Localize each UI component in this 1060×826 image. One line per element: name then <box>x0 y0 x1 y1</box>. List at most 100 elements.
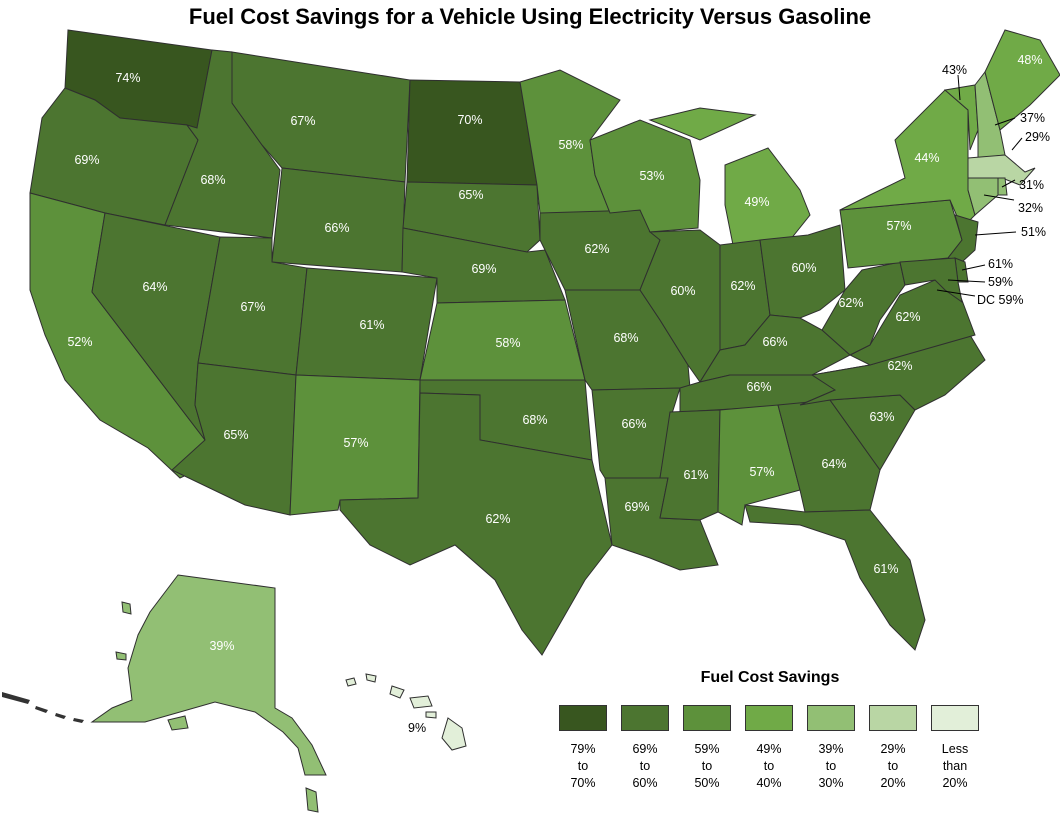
legend-range-line: to <box>639 759 651 773</box>
legend-swatch <box>869 705 917 731</box>
label-nv: 64% <box>142 280 167 294</box>
label-nh: 37% <box>1020 111 1045 125</box>
state-wi[interactable] <box>589 119 701 233</box>
legend-range-label: 29% to 20% <box>863 741 923 792</box>
legend-swatch <box>683 705 731 731</box>
map-title: Fuel Cost Savings for a Vehicle Using El… <box>188 4 872 29</box>
label-nd: 70% <box>457 113 482 127</box>
label-wy: 66% <box>324 221 349 235</box>
label-md: 59% <box>988 275 1013 289</box>
label-fl: 61% <box>873 562 898 576</box>
legend-range-line: 20% <box>880 776 906 790</box>
legend-range-line: 39% <box>818 742 844 756</box>
state-wy[interactable] <box>271 167 406 273</box>
label-ak: 39% <box>209 639 234 653</box>
leader-line <box>994 117 1016 126</box>
label-mn: 58% <box>558 138 583 152</box>
legend-range-line: to <box>577 759 589 773</box>
label-nj: 51% <box>1021 225 1046 239</box>
alaska-island <box>305 787 319 813</box>
legend-range-label: Less than 20% <box>925 741 985 792</box>
legend-range-line: 29% <box>880 742 906 756</box>
label-pa: 57% <box>886 219 911 233</box>
legend-range-line: Less <box>941 742 969 756</box>
label-al: 57% <box>749 465 774 479</box>
state-ct[interactable] <box>967 177 999 216</box>
state-nd[interactable] <box>406 79 538 186</box>
label-de: 61% <box>988 257 1013 271</box>
leader-line <box>961 264 986 271</box>
legend-swatch <box>745 705 793 731</box>
alaska-island <box>115 651 127 661</box>
label-ne: 69% <box>471 262 496 276</box>
label-ri: 31% <box>1019 178 1044 192</box>
label-ny: 44% <box>914 151 939 165</box>
label-id: 68% <box>200 173 225 187</box>
legend-title: Fuel Cost Savings <box>700 669 840 686</box>
label-oh: 60% <box>791 261 816 275</box>
hawaii-island <box>425 711 437 719</box>
state-hi[interactable] <box>441 717 467 751</box>
state-mi[interactable] <box>648 107 811 246</box>
leader-line <box>957 74 961 101</box>
legend-range-line: 30% <box>818 776 844 790</box>
state-pa[interactable] <box>839 199 963 269</box>
legend-swatch <box>559 705 607 731</box>
label-mo: 68% <box>613 331 638 345</box>
label-sd: 65% <box>458 188 483 202</box>
state-vt[interactable] <box>943 84 979 151</box>
leader-line <box>1011 137 1023 151</box>
label-la: 69% <box>624 500 649 514</box>
label-wa: 74% <box>115 71 140 85</box>
label-hi: 9% <box>408 721 426 735</box>
hawaii-island <box>389 685 405 699</box>
legend-range-line: 40% <box>756 776 782 790</box>
label-mi: 49% <box>744 195 769 209</box>
label-ok: 68% <box>522 413 547 427</box>
leader-line <box>983 194 1015 201</box>
legend-range-line: to <box>763 759 775 773</box>
legend-range-label: 49% to 40% <box>739 741 799 792</box>
leader-line <box>947 279 986 283</box>
alaska-island <box>167 715 189 731</box>
legend-range-line: 49% <box>756 742 782 756</box>
label-tn: 66% <box>746 380 771 394</box>
leader-line <box>974 231 1017 236</box>
state-ms[interactable] <box>659 409 721 521</box>
label-in: 62% <box>730 279 755 293</box>
legend-range-line: to <box>887 759 899 773</box>
legend-range-line: to <box>701 759 713 773</box>
label-tx: 62% <box>485 512 510 526</box>
legend-range-line: 59% <box>694 742 720 756</box>
label-vt: 43% <box>942 63 967 77</box>
legend-range-line: 69% <box>632 742 658 756</box>
legend-range-line: 70% <box>570 776 596 790</box>
label-ia: 62% <box>584 242 609 256</box>
alaska-chain <box>2 692 84 723</box>
state-ak[interactable] <box>90 574 327 776</box>
label-co: 61% <box>359 318 384 332</box>
label-az: 65% <box>223 428 248 442</box>
label-nm: 57% <box>343 436 368 450</box>
label-nc: 62% <box>887 359 912 373</box>
legend-swatch <box>931 705 979 731</box>
state-il[interactable] <box>639 229 721 383</box>
label-ar: 66% <box>621 417 646 431</box>
label-wv: 62% <box>838 296 863 310</box>
legend-range-line: than <box>942 759 968 773</box>
label-va: 62% <box>895 310 920 324</box>
legend-range-label: 69% to 60% <box>615 741 675 792</box>
leader-line <box>936 289 976 297</box>
label-il: 60% <box>670 284 695 298</box>
label-ut: 67% <box>240 300 265 314</box>
legend-swatch <box>621 705 669 731</box>
state-fl[interactable] <box>744 504 926 651</box>
legend-range-line: 50% <box>694 776 720 790</box>
legend-range-line: to <box>825 759 837 773</box>
state-tx[interactable] <box>339 392 613 656</box>
state-me[interactable] <box>984 29 1060 131</box>
hawaii-island <box>365 673 377 683</box>
legend-range-line: 60% <box>632 776 658 790</box>
legend-range-label: 59% to 50% <box>677 741 737 792</box>
